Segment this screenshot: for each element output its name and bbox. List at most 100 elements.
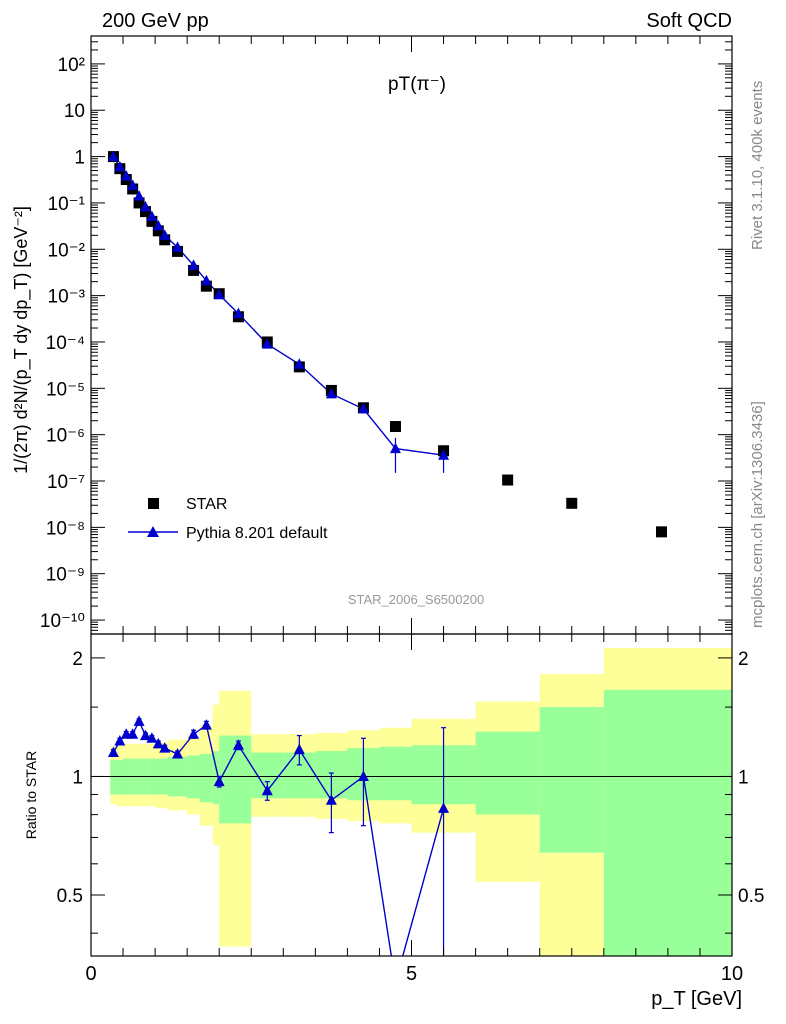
legend-entry-star: STAR bbox=[186, 496, 227, 513]
pythia-ratio-point bbox=[159, 742, 171, 753]
ratio-series-layer bbox=[107, 715, 450, 987]
inner-band-bin bbox=[379, 746, 412, 801]
ratio-uncertainty-bands bbox=[110, 647, 732, 956]
pythia-data-point bbox=[139, 200, 151, 212]
pythia-ratio-point bbox=[438, 802, 450, 813]
inner-band-bin bbox=[603, 689, 732, 956]
main-y-tick-label: 10 bbox=[64, 101, 85, 122]
pythia-data-point bbox=[293, 358, 305, 369]
ratio-y-tick-label: 0.5 bbox=[57, 886, 83, 907]
pythia-ratio-point bbox=[293, 743, 305, 755]
analysis-id: STAR_2006_S6500200 bbox=[348, 592, 484, 607]
pythia-ratio-point bbox=[188, 728, 200, 739]
main-y-tick-label: 10⁻⁵ bbox=[46, 379, 85, 400]
main-axis-ticks: 10⁻¹⁰ 10⁻⁹ 10⁻⁸ 10⁻⁷ 10⁻⁶ 10⁻⁵ 10⁻⁴ 10⁻³ 10⁻² 10⁻… bbox=[40, 35, 733, 634]
pythia-ratio-point bbox=[139, 729, 151, 741]
inner-band-bin bbox=[199, 754, 213, 803]
pythia-data-point bbox=[159, 229, 171, 240]
main-y-tick-label: 10⁻⁴ bbox=[46, 333, 85, 354]
pythia-data-point bbox=[146, 210, 158, 221]
star-data-point bbox=[146, 215, 158, 227]
ratio-y-tick-label: 2 bbox=[72, 649, 83, 670]
main-y-tick-label: 10⁻⁶ bbox=[46, 426, 85, 447]
main-y-tick-label: 1 bbox=[74, 148, 85, 169]
pythia-data-point bbox=[152, 219, 164, 231]
pythia-data-point bbox=[114, 160, 126, 172]
pythia-data-point bbox=[133, 190, 145, 201]
header-right-label: Soft QCD bbox=[646, 10, 732, 32]
ratio-y-tick-label: 1 bbox=[72, 767, 83, 788]
side-mcplots-label: mcplots.cern.ch [arXiv:1306.3436] bbox=[749, 401, 766, 628]
main-y-tick-label: 10⁻³ bbox=[48, 287, 86, 308]
ratio-y-tick-label-right: 1 bbox=[738, 767, 749, 788]
star-data-point bbox=[389, 421, 401, 433]
pythia-data-point bbox=[232, 307, 244, 319]
main-y-tick-label: 10⁻⁷ bbox=[47, 472, 85, 493]
star-data-point bbox=[566, 497, 578, 509]
star-data-point bbox=[502, 474, 514, 486]
ratio-y-tick-label-right: 2 bbox=[738, 649, 749, 670]
x-tick-label: 10 bbox=[721, 963, 743, 985]
legend-marker-pythia bbox=[147, 526, 159, 537]
pythia-data-point bbox=[120, 170, 132, 181]
plot-title: pT(π⁻) bbox=[388, 74, 446, 95]
inner-band-bin bbox=[475, 731, 540, 815]
side-rivet-label: Rivet 3.1.10, 400k events bbox=[749, 81, 766, 250]
pythia-ratio-point bbox=[357, 770, 369, 781]
star-data-point bbox=[139, 206, 151, 218]
pythia-ratio-point bbox=[152, 737, 164, 749]
pythia-data-point bbox=[200, 274, 212, 286]
main-y-axis-label: 1/(2π) d²N/(p_T dy dp_T) [GeV⁻²] bbox=[11, 206, 32, 474]
main-plot-frame bbox=[90, 35, 733, 635]
ratio-axis-ticks: 0.5 0.5 1 1 2 2 0 5 10 bbox=[57, 634, 764, 985]
ratio-y-tick-label-right: 0.5 bbox=[738, 886, 764, 907]
main-y-tick-label: 10⁻¹⁰ bbox=[40, 611, 85, 632]
main-y-tick-label: 10⁻⁹ bbox=[46, 565, 85, 586]
pythia-ratio-point bbox=[261, 784, 273, 796]
star-data-point bbox=[655, 526, 667, 538]
pythia-data-point bbox=[213, 288, 225, 300]
pythia-ratio-point bbox=[213, 775, 225, 787]
x-tick-label: 0 bbox=[85, 963, 96, 985]
ratio-series-clip bbox=[107, 715, 450, 987]
header-left-label: 200 GeV pp bbox=[102, 10, 209, 32]
legend: STAR Pythia 8.201 default bbox=[128, 496, 328, 542]
pythia-data-point bbox=[389, 442, 401, 454]
star-data-point bbox=[133, 197, 145, 209]
inner-band-bin bbox=[110, 760, 117, 795]
pythia-ratio-point bbox=[325, 794, 337, 805]
star-data-point bbox=[200, 280, 212, 292]
main-series-layer bbox=[107, 150, 667, 538]
pythia-data-point bbox=[438, 449, 450, 460]
pythia-data-point bbox=[261, 338, 273, 349]
pythia-data-point bbox=[188, 259, 200, 270]
inner-band-bin bbox=[212, 751, 220, 805]
pythia-ratio-point bbox=[133, 715, 145, 726]
pythia-data-point bbox=[127, 179, 139, 190]
inner-band-bin bbox=[539, 707, 604, 853]
inner-band-bin bbox=[116, 760, 124, 795]
star-data-point bbox=[152, 225, 164, 237]
pythia-ratio-point bbox=[172, 748, 184, 759]
legend-marker-star bbox=[148, 498, 159, 509]
x-tick-label: 5 bbox=[406, 963, 417, 985]
pythia-ratio-point bbox=[200, 719, 212, 730]
pythia-ratio-point bbox=[390, 976, 401, 987]
main-y-tick-label: 10⁻² bbox=[48, 240, 86, 261]
main-y-tick-label: 10² bbox=[58, 55, 85, 76]
pythia-main-line bbox=[112, 156, 444, 456]
star-data-point bbox=[188, 264, 200, 276]
main-y-tick-label: 10⁻⁸ bbox=[46, 518, 85, 539]
pythia-data-point bbox=[325, 387, 337, 399]
x-axis-label: p_T [GeV] bbox=[651, 988, 742, 1010]
ratio-y-axis-label: Ratio to STAR bbox=[23, 751, 39, 839]
legend-entry-pythia: Pythia 8.201 default bbox=[186, 525, 328, 542]
main-y-tick-label: 10⁻¹ bbox=[48, 194, 86, 215]
pythia-ratio-point bbox=[232, 739, 244, 750]
pythia-data-point bbox=[172, 241, 184, 252]
pythia-data-point bbox=[357, 402, 369, 414]
pythia-ratio-point bbox=[107, 746, 119, 758]
pythia-data-point bbox=[107, 150, 119, 162]
pythia-ratio-point bbox=[114, 735, 126, 746]
